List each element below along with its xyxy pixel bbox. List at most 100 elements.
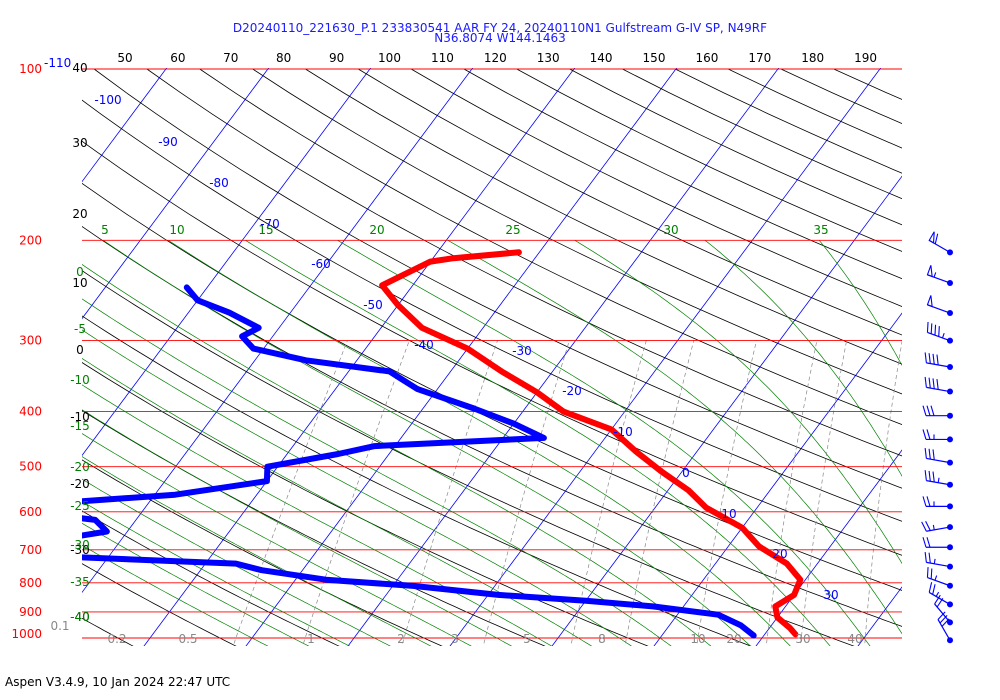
- top-axis-label: 60: [170, 51, 185, 65]
- dry-adiabat-line: [675, 68, 902, 174]
- dry-adiabat-line: [357, 68, 902, 336]
- pressure-label: 500: [19, 460, 42, 474]
- moist-adiabat-line: [496, 637, 513, 646]
- moist-adiabat-line: [333, 637, 351, 646]
- isotherm-line: [82, 68, 372, 457]
- moist-adiabat-line: [82, 544, 253, 639]
- isotherm-label: 30: [823, 588, 838, 602]
- left-axis-label: 30: [72, 136, 87, 150]
- left-axis-label: 20: [72, 207, 87, 221]
- moist-adiabat-line: [251, 637, 269, 646]
- mixing-ratio-label: 10: [690, 632, 705, 646]
- theta-label: 25: [505, 223, 520, 237]
- wind-barb: [922, 537, 953, 551]
- left-axis-label: 40: [72, 61, 87, 75]
- pressure-label: 600: [19, 505, 42, 519]
- isotherm-line: [653, 312, 902, 646]
- top-axis-label: 160: [695, 51, 718, 65]
- wind-barb: [926, 567, 953, 589]
- mixing-ratio-label: 30: [795, 632, 810, 646]
- moist-adiabat-label: -40: [70, 610, 90, 624]
- moist-adiabat-line: [912, 240, 1000, 638]
- isotherm-line: [143, 68, 576, 646]
- isotherm-label: -80: [209, 176, 229, 190]
- pressure-label: 200: [19, 233, 42, 247]
- left-axis-label: -10: [70, 410, 90, 424]
- isotherm-label: 10: [721, 507, 736, 521]
- top-axis-label: 140: [590, 51, 613, 65]
- top-axis-label: 150: [643, 51, 666, 65]
- isotherm-label: 20: [772, 547, 787, 561]
- pressure-label: 300: [19, 333, 42, 347]
- mixing-ratio-label: 2: [397, 632, 405, 646]
- dry-adiabat-line: [305, 68, 902, 365]
- mixing-ratio-label: 20: [726, 632, 741, 646]
- top-axis-label: 100: [378, 51, 401, 65]
- isotherm-line: [857, 586, 902, 646]
- isotherm-label: -90: [158, 135, 178, 149]
- wind-barb: [934, 594, 953, 626]
- top-axis-label: 170: [748, 51, 771, 65]
- left-axis-label: 0: [76, 343, 84, 357]
- dry-adiabat-line: [82, 270, 855, 646]
- mixing-ratio-line: [482, 340, 570, 646]
- pressure-label: 700: [19, 543, 42, 557]
- wind-barb: [921, 520, 953, 532]
- moist-adiabat-line: [337, 239, 865, 639]
- chart-title: D20240110_221630_P.1 233830541 AAR FY 24…: [232, 21, 768, 35]
- wind-barb: [922, 405, 953, 419]
- moist-adiabat-line: [704, 240, 902, 477]
- temperature-profile: [379, 249, 804, 638]
- wind-barb: [926, 321, 953, 344]
- wind-barb: [924, 551, 953, 570]
- moist-adiabat-line: [782, 637, 791, 646]
- moist-adiabat-label: 0: [76, 265, 84, 279]
- temperature-label-top-left: -110: [44, 56, 71, 70]
- left-axis-label: -20: [70, 477, 90, 491]
- wind-barb: [937, 611, 953, 644]
- dry-adiabat-line: [727, 68, 902, 149]
- theta-label: 5: [101, 223, 109, 237]
- pressure-label: 400: [19, 405, 42, 419]
- dry-adiabat-line: [82, 563, 237, 646]
- top-axis-label: 110: [431, 51, 454, 65]
- top-axis-label: 70: [223, 51, 238, 65]
- moist-adiabat-line: [619, 637, 632, 646]
- moist-adiabat-line: [741, 637, 752, 646]
- left-axis-label: -30: [70, 543, 90, 557]
- isotherm-label: -10: [613, 425, 633, 439]
- moist-adiabat-line: [292, 637, 310, 646]
- wind-barb: [924, 470, 953, 488]
- dry-adiabat-line: [93, 68, 902, 489]
- theta-label: 35: [813, 223, 828, 237]
- moist-adiabat-line: [905, 638, 917, 657]
- moist-adiabat-line: [700, 637, 712, 646]
- pressure-label: 900: [19, 605, 42, 619]
- dry-adiabat-line: [833, 68, 902, 100]
- mixing-ratio-line: [232, 340, 348, 646]
- mixing-ratio-label: 8: [598, 632, 606, 646]
- dry-adiabat-line: [82, 362, 649, 646]
- moist-adiabat-line: [986, 638, 995, 657]
- left-axis-label: -40: [70, 610, 90, 624]
- moist-adiabat-line: [822, 637, 831, 646]
- moist-adiabat-line: [578, 637, 593, 646]
- top-axis-label: 180: [801, 51, 824, 65]
- moist-adiabat-line: [818, 240, 902, 366]
- isotherm-line: [245, 68, 678, 646]
- isotherm-label: 0: [682, 466, 690, 480]
- top-axis-label: 50: [117, 51, 132, 65]
- left-axis-label: 10: [72, 276, 87, 290]
- mixing-ratio-label: 5: [523, 632, 531, 646]
- isotherm-label: -20: [562, 384, 582, 398]
- chart-subtitle: N36.8074 W144.1463: [434, 31, 566, 45]
- dry-adiabat-line: [252, 68, 902, 395]
- top-axis-label: 120: [484, 51, 507, 65]
- pressure-label: 1000: [11, 627, 42, 641]
- mixing-ratio-label: 0.1: [50, 619, 69, 633]
- dry-adiabat-line: [82, 410, 546, 646]
- wind-barb: [926, 265, 953, 286]
- mixing-ratio-line: [864, 340, 902, 646]
- theta-label: 30: [663, 223, 678, 237]
